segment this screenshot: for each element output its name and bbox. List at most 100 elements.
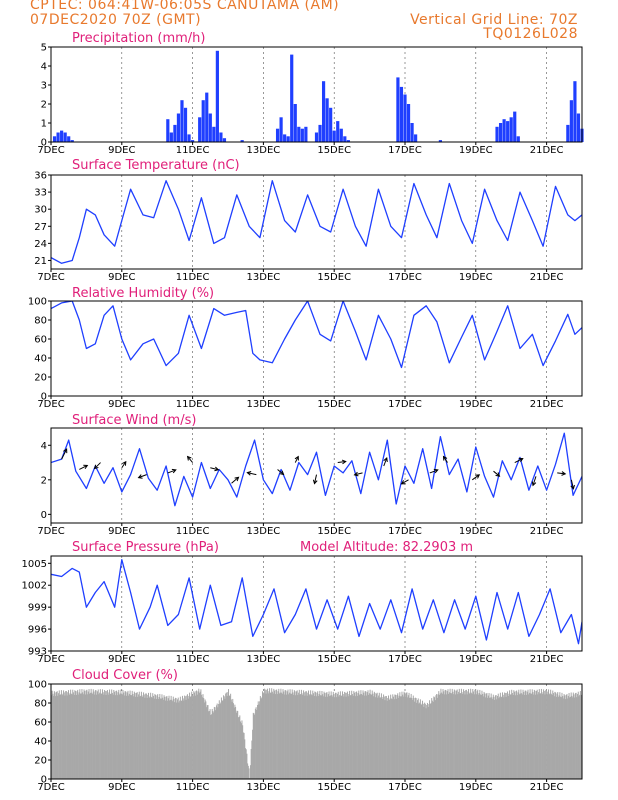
cloud-bar [222, 700, 224, 779]
cloud-bar [361, 695, 363, 779]
cloud-bar [311, 695, 313, 779]
precip-bar [502, 119, 506, 142]
cloud-bar [402, 696, 404, 779]
y-tick-label: 20 [34, 373, 47, 384]
cloud-bar [266, 688, 268, 779]
cloud-bar [335, 692, 337, 779]
precip-bar [399, 86, 404, 142]
cloud-bar [525, 690, 527, 779]
x-tick-label: 21DEC [530, 145, 564, 156]
cloud-bar [130, 694, 132, 779]
cloud-bar [505, 696, 507, 779]
y-tick-label: 4 [41, 441, 47, 452]
y-tick-label: 2 [41, 100, 47, 111]
cloud-bar [540, 688, 542, 779]
cloud-bar [354, 692, 356, 779]
cloud-bar [292, 692, 294, 779]
cloud-bar [168, 695, 170, 779]
cloud-bar [477, 694, 479, 779]
cloud-bar [424, 702, 426, 779]
x-tick-label: 17DEC [388, 654, 422, 665]
cloud-bar [140, 695, 142, 779]
cloud-bar [370, 694, 372, 779]
cloud-bar [410, 693, 412, 779]
cloud-bar [240, 723, 242, 779]
cloud-bar [316, 692, 318, 779]
precip-bar [414, 134, 418, 142]
cloud-bar [477, 689, 479, 779]
cloud-bar [256, 709, 258, 779]
cloud-bar [70, 689, 72, 779]
x-tick-label: 11DEC [176, 654, 210, 665]
cloud-bar [346, 692, 348, 779]
cloud-bar [220, 697, 222, 779]
panel-title: Precipitation (mm/h) [72, 31, 205, 46]
cloud-bar [341, 695, 343, 779]
precip-bar [509, 117, 513, 142]
cloud-bar [259, 701, 261, 779]
cloud-bar [183, 700, 185, 779]
cloud-bar [108, 692, 110, 779]
cloud-bar [481, 690, 483, 779]
cloud-bar [475, 690, 477, 779]
precip-bar [183, 107, 188, 142]
cloud-bar [459, 693, 461, 779]
cloud-bar [75, 691, 77, 779]
cloud-bar [240, 721, 242, 779]
wind-vector [61, 448, 68, 460]
cloud-bar [123, 692, 125, 779]
cloud-bar [398, 695, 400, 779]
cloud-bar [184, 696, 186, 779]
cloud-bar [201, 697, 203, 779]
cloud-bar [325, 692, 327, 779]
precip-bar [300, 128, 304, 142]
cloud-bar [417, 698, 419, 779]
cloud-bar [162, 699, 164, 779]
cloud-bar [461, 692, 463, 779]
cloud-bar [152, 695, 154, 779]
cloud-bar [194, 692, 196, 779]
cloud-bar [192, 696, 194, 779]
cloud-bar [329, 695, 331, 779]
cloud-bar [507, 695, 509, 779]
precip-bar [176, 113, 181, 142]
cloud-bar [297, 695, 299, 779]
x-tick-label: 9DEC [108, 145, 135, 156]
cloud-bar [414, 697, 416, 779]
cloud-bar [323, 691, 325, 779]
x-tick-label: 15DEC [317, 782, 351, 793]
cloud-bar [450, 692, 452, 779]
cloud-bar [572, 697, 574, 779]
cloud-bar [317, 696, 319, 779]
cloud-bar [561, 692, 563, 779]
cloud-bar [74, 690, 76, 779]
cloud-bar [515, 691, 517, 779]
cloud-bar [205, 701, 207, 779]
cloud-bar [528, 692, 530, 779]
cloud-bar [177, 699, 179, 779]
cloud-bar [181, 700, 183, 779]
cloud-bar [363, 692, 365, 779]
cloud-bar [488, 693, 490, 779]
y-tick-label: 100 [28, 297, 47, 308]
cloud-bar [436, 697, 438, 779]
cloud-bar [344, 691, 346, 779]
cloud-bar [114, 695, 116, 779]
cloud-bar [89, 692, 91, 779]
cloud-bar [565, 699, 567, 779]
cloud-bar [188, 695, 190, 779]
x-tick-label: 13DEC [247, 782, 281, 793]
cloud-bar [234, 704, 236, 779]
cloud-bar [306, 695, 308, 779]
cloud-bar [257, 704, 259, 779]
cloud-bar [533, 689, 535, 779]
cloud-bar [281, 693, 283, 779]
cloud-bar [91, 692, 93, 779]
x-tick-label: 13DEC [247, 526, 281, 537]
cloud-bar [580, 694, 582, 779]
x-tick-label: 19DEC [459, 526, 493, 537]
cloud-bar [453, 689, 455, 779]
precip-bar [187, 134, 191, 142]
cloud-bar [378, 692, 380, 779]
cloud-bar [402, 694, 404, 779]
